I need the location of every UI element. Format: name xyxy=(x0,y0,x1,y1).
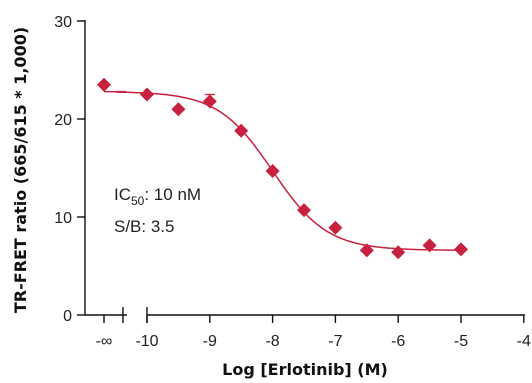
x-ticks: -10 -9 -8 -7 -6 -5 -4 xyxy=(135,315,531,350)
x-tick-label: -5 xyxy=(454,333,468,350)
y-tick-label: 10 xyxy=(54,210,72,227)
data-point xyxy=(234,123,249,138)
data-point xyxy=(422,238,437,253)
x-tick-label: -7 xyxy=(328,333,342,350)
y-axis-title: TR-FRET ratio (665/615 * 1,000) xyxy=(11,27,30,313)
data-point xyxy=(171,102,186,117)
y-tick-label: 0 xyxy=(63,308,72,325)
ic50-value: : 10 nM xyxy=(144,185,201,204)
ic50-subscript: 50 xyxy=(131,194,145,208)
data-point-zero-dose xyxy=(97,77,111,92)
sb-annotation: S/B: 3.5 xyxy=(114,217,174,236)
data-points xyxy=(97,77,468,260)
x-axis: -10 -9 -8 -7 -6 -5 -4 -∞ xyxy=(85,307,531,350)
x-tick-label: -9 xyxy=(203,333,217,350)
x-tick-label: -6 xyxy=(391,333,405,350)
data-point xyxy=(328,220,343,235)
x-tick-label: -4 xyxy=(517,333,531,350)
x-tick-label: -8 xyxy=(265,333,279,350)
data-point xyxy=(297,203,311,218)
ic50-prefix: IC xyxy=(114,185,131,204)
x-tick-label: -10 xyxy=(135,333,158,350)
data-point xyxy=(265,163,280,178)
data-point xyxy=(391,245,406,260)
x-axis-title: Log [Erlotinib] (M) xyxy=(222,360,388,379)
fit-curve xyxy=(115,91,462,251)
x-tick-label-zero-dose: -∞ xyxy=(96,333,113,350)
data-point xyxy=(140,87,154,102)
y-ticks: 0 10 20 30 xyxy=(54,14,85,325)
data-point xyxy=(202,94,217,109)
y-tick-label: 30 xyxy=(54,14,72,31)
data-point xyxy=(359,243,374,258)
y-tick-label: 20 xyxy=(54,112,72,129)
y-axis: 0 10 20 30 xyxy=(54,14,86,325)
data-point xyxy=(454,242,468,257)
ic50-annotation: IC50: 10 nM xyxy=(114,185,201,208)
